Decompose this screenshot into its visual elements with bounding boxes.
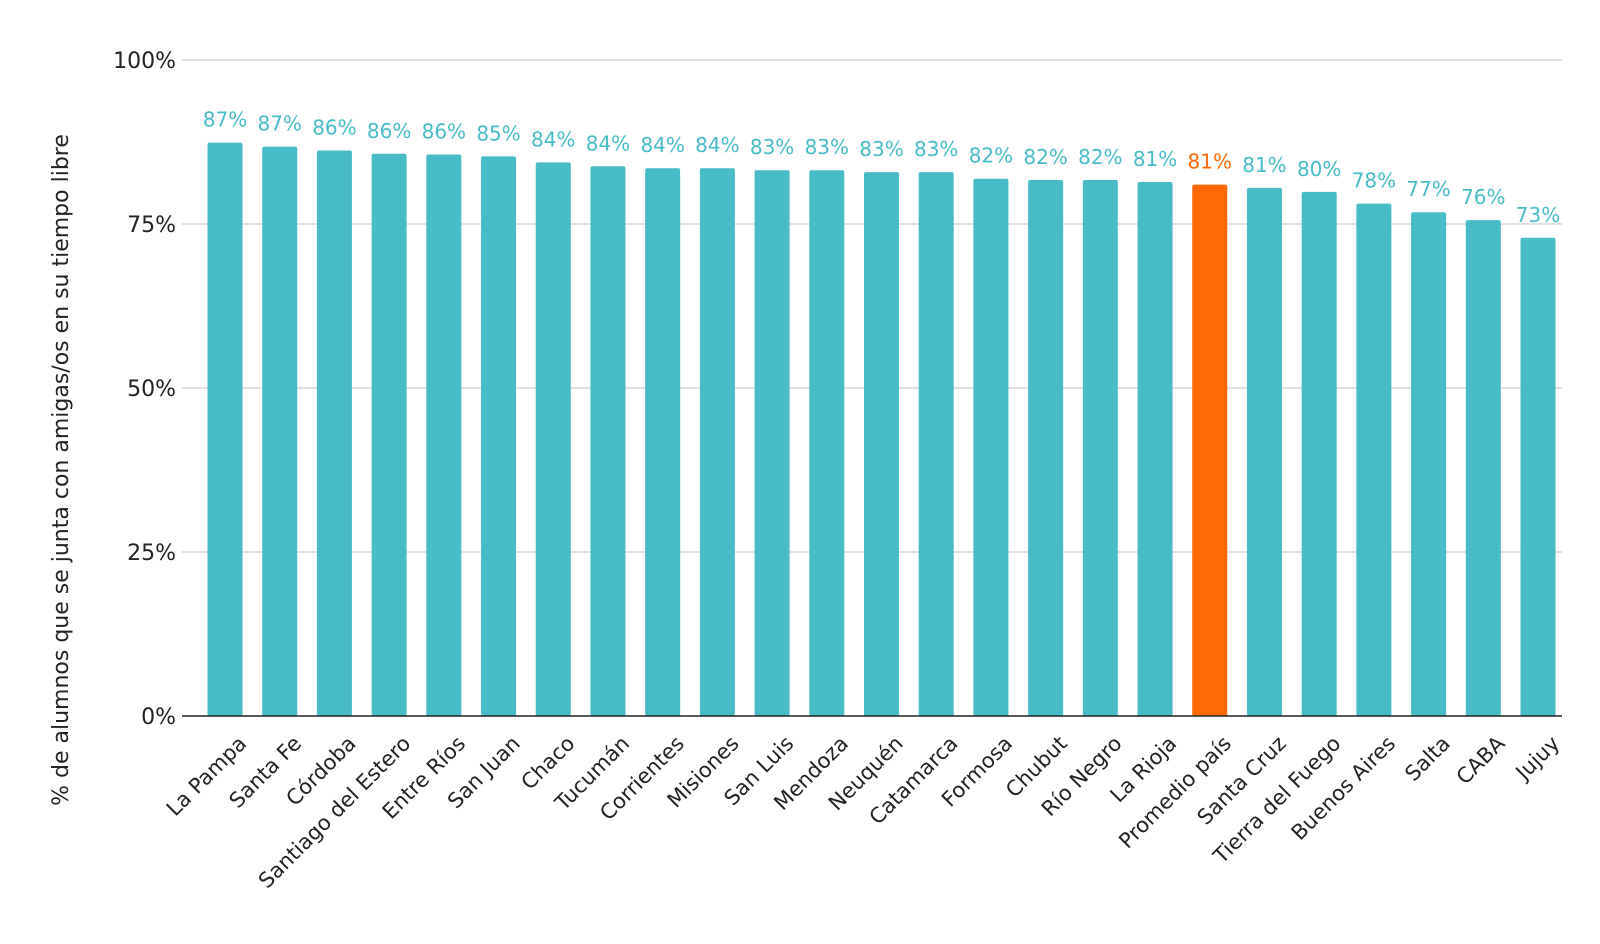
data-label: 87% (257, 112, 301, 136)
data-label: 73% (1516, 203, 1560, 227)
data-label: 84% (695, 133, 739, 157)
data-label: 83% (750, 135, 794, 159)
data-label: 81% (1188, 150, 1232, 174)
bar (1246, 187, 1282, 717)
data-label: 78% (1352, 169, 1396, 193)
data-label: 83% (914, 137, 958, 161)
bar (1356, 203, 1392, 716)
bar (973, 178, 1009, 717)
data-label: 82% (1078, 145, 1122, 169)
y-tick-label: 100% (113, 49, 176, 74)
y-axis-title: % de alumnos que se junta con amigas/os … (49, 134, 74, 806)
category-label: Jujuy (1510, 731, 1565, 786)
bar (699, 168, 735, 717)
bar (1137, 182, 1173, 717)
bar (1465, 220, 1501, 716)
data-label: 84% (586, 131, 630, 155)
data-label: 83% (805, 135, 849, 159)
bar (864, 172, 899, 716)
bars (207, 142, 1556, 717)
bar-highlight (1192, 184, 1228, 716)
data-label: 85% (476, 121, 520, 145)
category-label: Salta (1400, 731, 1455, 786)
bar (1082, 180, 1118, 717)
category-label: CABA (1452, 731, 1510, 789)
y-tick-label: 25% (127, 541, 176, 566)
data-label: 81% (1133, 147, 1177, 171)
data-labels: 87% 87% 86% 86% 86% 85% 84% 84% 84% 84% 83% 83% 83% 8… (203, 108, 1560, 227)
y-tick-labels: 0% 25% 50% 75% 100% (113, 49, 176, 730)
data-label: 82% (969, 144, 1013, 168)
bar (1411, 212, 1447, 716)
bar (918, 172, 954, 716)
y-tick-label: 75% (127, 213, 176, 238)
data-label: 86% (312, 116, 356, 140)
bar (754, 170, 790, 716)
y-tick-label: 50% (127, 377, 176, 402)
data-label: 86% (422, 119, 466, 143)
bar (590, 166, 626, 717)
y-tick-label: 0% (141, 705, 176, 730)
bar (1028, 180, 1064, 717)
data-label: 86% (367, 119, 411, 143)
bar (262, 146, 298, 717)
bar (645, 168, 681, 717)
data-label: 81% (1242, 153, 1286, 177)
data-label: 84% (531, 127, 575, 151)
bar (316, 150, 352, 716)
bar (371, 153, 407, 717)
bar (481, 156, 517, 716)
data-label: 76% (1461, 185, 1505, 209)
bar (207, 142, 243, 716)
bar (1520, 237, 1556, 716)
data-label: 77% (1406, 177, 1450, 201)
data-label: 82% (1023, 145, 1067, 169)
data-label: 84% (640, 133, 684, 157)
bar (1301, 191, 1337, 716)
bar (426, 154, 462, 717)
data-label: 80% (1297, 157, 1341, 181)
bar (809, 170, 845, 716)
data-label: 83% (859, 137, 903, 161)
data-label: 87% (203, 108, 247, 132)
bar (535, 162, 571, 716)
